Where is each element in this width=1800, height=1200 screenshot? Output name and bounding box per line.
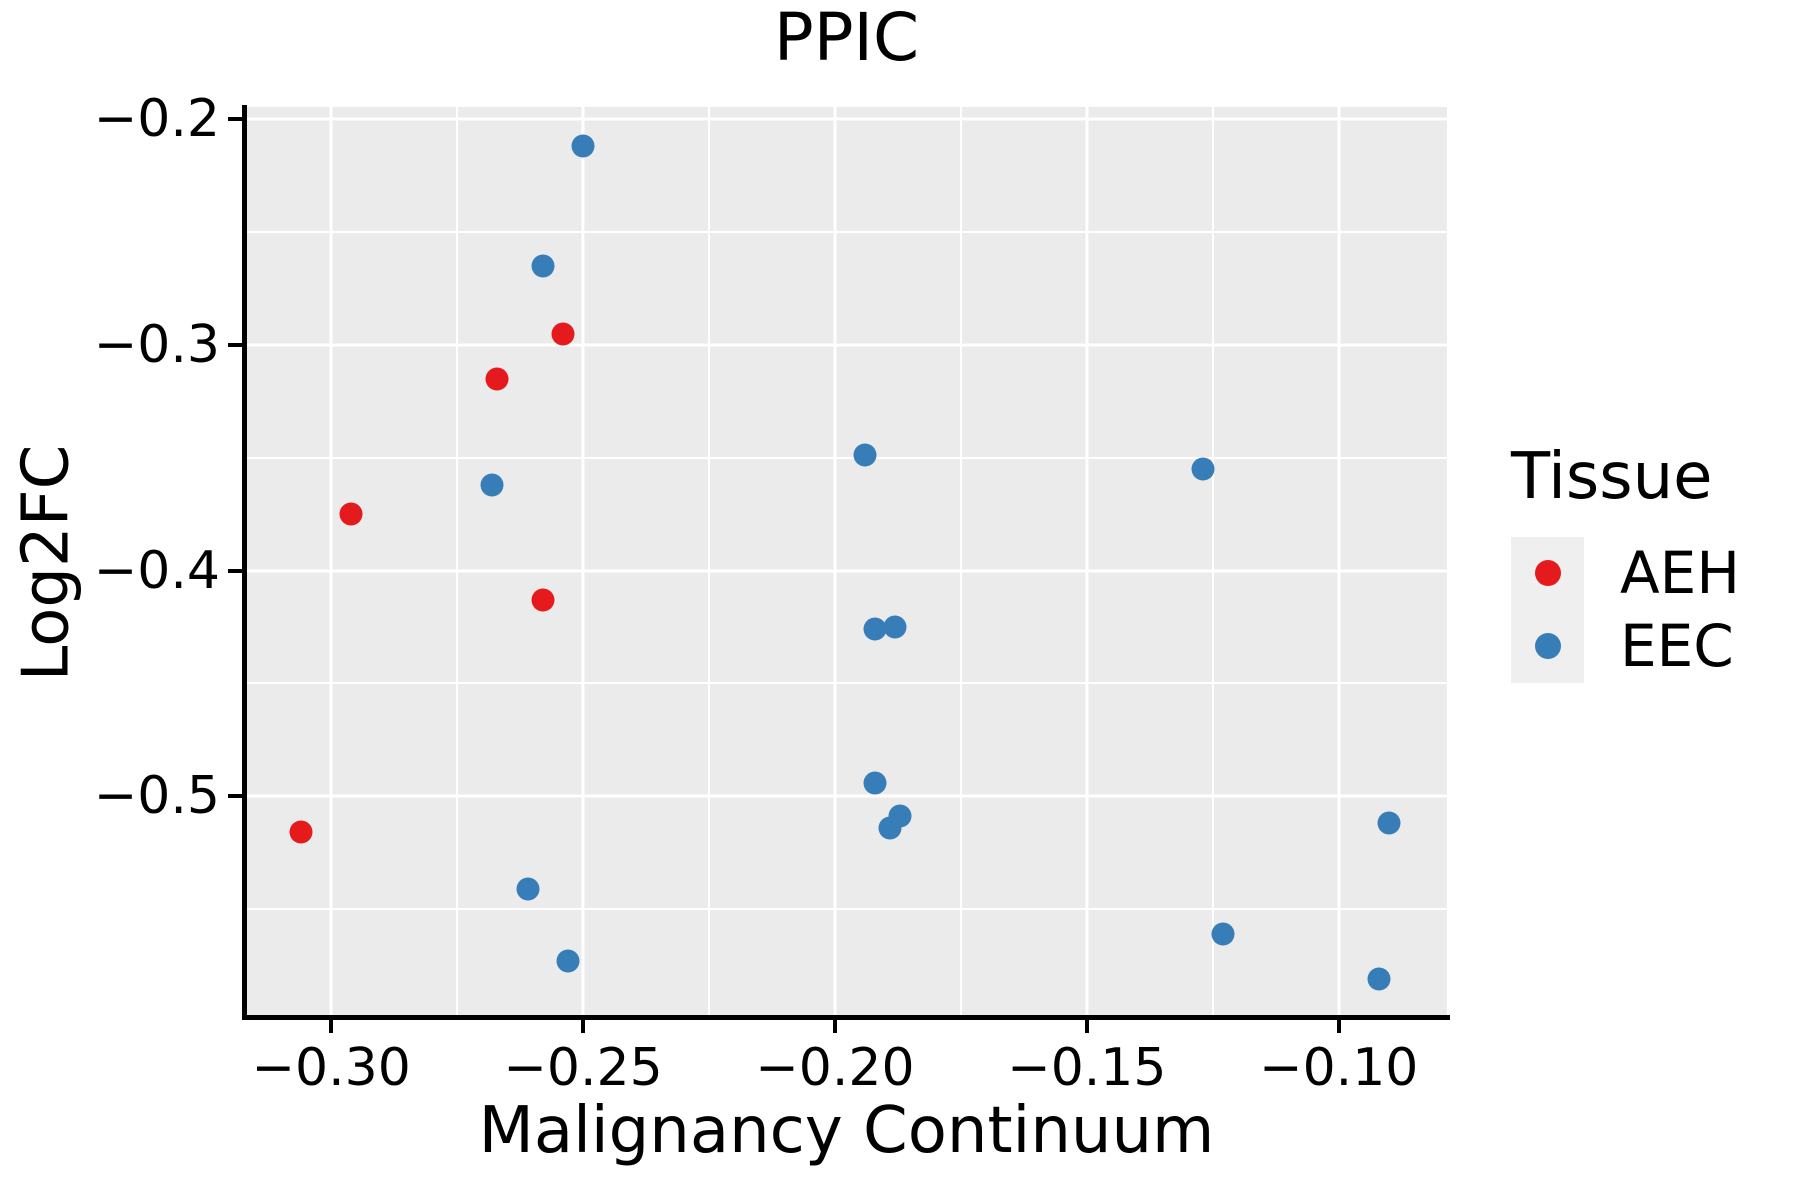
y-tick-mark [228, 794, 242, 799]
data-point-eec [516, 877, 540, 901]
data-point-eec [1191, 457, 1215, 481]
data-point-aeh [339, 502, 363, 526]
x-tick-label: −0.30 [251, 1038, 411, 1098]
legend-title: Tissue [1511, 440, 1713, 514]
legend-label-aeh: AEH [1620, 539, 1740, 608]
legend-dot-eec-icon [1534, 633, 1561, 660]
data-point-eec [571, 134, 595, 158]
data-point-eec [1377, 811, 1401, 835]
data-point-aeh [485, 367, 509, 391]
y-tick-mark [228, 568, 242, 573]
y-major-gridline [246, 569, 1447, 572]
y-minor-gridline [246, 231, 1447, 234]
x-major-gridline [1337, 107, 1341, 1018]
y-tick-label: −0.4 [93, 540, 220, 601]
y-axis-line [242, 105, 247, 1019]
x-tick-mark [1084, 1020, 1089, 1033]
x-minor-gridline [959, 107, 962, 1018]
y-major-gridline [246, 794, 1447, 798]
plot-title: PPIC [773, 0, 920, 76]
data-point-eec [1211, 922, 1235, 946]
x-major-gridline [581, 107, 585, 1018]
data-point-eec [863, 771, 887, 795]
y-minor-gridline [246, 908, 1447, 910]
data-point-eec [480, 473, 504, 497]
x-tick-mark [329, 1020, 334, 1033]
y-major-gridline [246, 343, 1447, 347]
x-tick-label: −0.20 [755, 1038, 915, 1098]
x-tick-label: −0.10 [1259, 1038, 1419, 1098]
data-point-eec [531, 254, 555, 278]
data-point-eec [863, 617, 887, 641]
x-minor-gridline [456, 107, 459, 1018]
y-tick-mark [228, 342, 242, 347]
data-point-eec [1367, 967, 1391, 991]
x-major-gridline [1085, 107, 1089, 1018]
x-axis-ticks: −0.30 −0.25 −0.20 −0.15 −0.10 [246, 1020, 1447, 1100]
legend-row-aeh: AEH [1505, 536, 1800, 610]
legend-key-box [1511, 609, 1584, 683]
data-point-aeh [289, 820, 313, 844]
data-point-eec [853, 443, 877, 467]
legend-dot-aeh-icon [1534, 560, 1561, 587]
y-tick-mark [228, 117, 242, 122]
y-axis-ticks: −0.2 −0.3 −0.4 −0.5 [0, 89, 242, 1018]
x-axis-line [242, 1015, 1450, 1020]
legend-label-eec: EEC [1620, 612, 1734, 681]
y-tick-label: −0.3 [93, 314, 220, 375]
y-minor-gridline [246, 456, 1447, 459]
data-point-eec [888, 804, 912, 828]
legend-entries: AEH EEC [1505, 536, 1800, 683]
data-point-eec [883, 615, 907, 639]
x-major-gridline [329, 107, 333, 1018]
x-tick-label: −0.15 [1007, 1038, 1167, 1098]
y-minor-gridline [246, 682, 1447, 685]
plot-panel [246, 107, 1447, 1018]
legend-row-eec: EEC [1505, 609, 1800, 683]
x-minor-gridline [707, 107, 710, 1018]
y-tick-label: −0.5 [93, 766, 220, 827]
x-tick-mark [1336, 1020, 1341, 1033]
x-minor-gridline [1211, 107, 1214, 1018]
y-tick-label: −0.2 [93, 89, 220, 150]
data-point-eec [556, 949, 580, 973]
legend-key-box [1511, 536, 1584, 610]
y-major-gridline [246, 117, 1447, 121]
data-point-aeh [531, 588, 555, 612]
data-point-aeh [551, 322, 575, 346]
legend: Tissue AEH EEC [1505, 440, 1800, 683]
x-axis-title: Malignancy Continuum [478, 1094, 1215, 1168]
x-major-gridline [833, 107, 837, 1018]
x-tick-label: −0.25 [503, 1038, 663, 1098]
x-tick-mark [832, 1020, 837, 1033]
x-tick-mark [581, 1020, 586, 1033]
